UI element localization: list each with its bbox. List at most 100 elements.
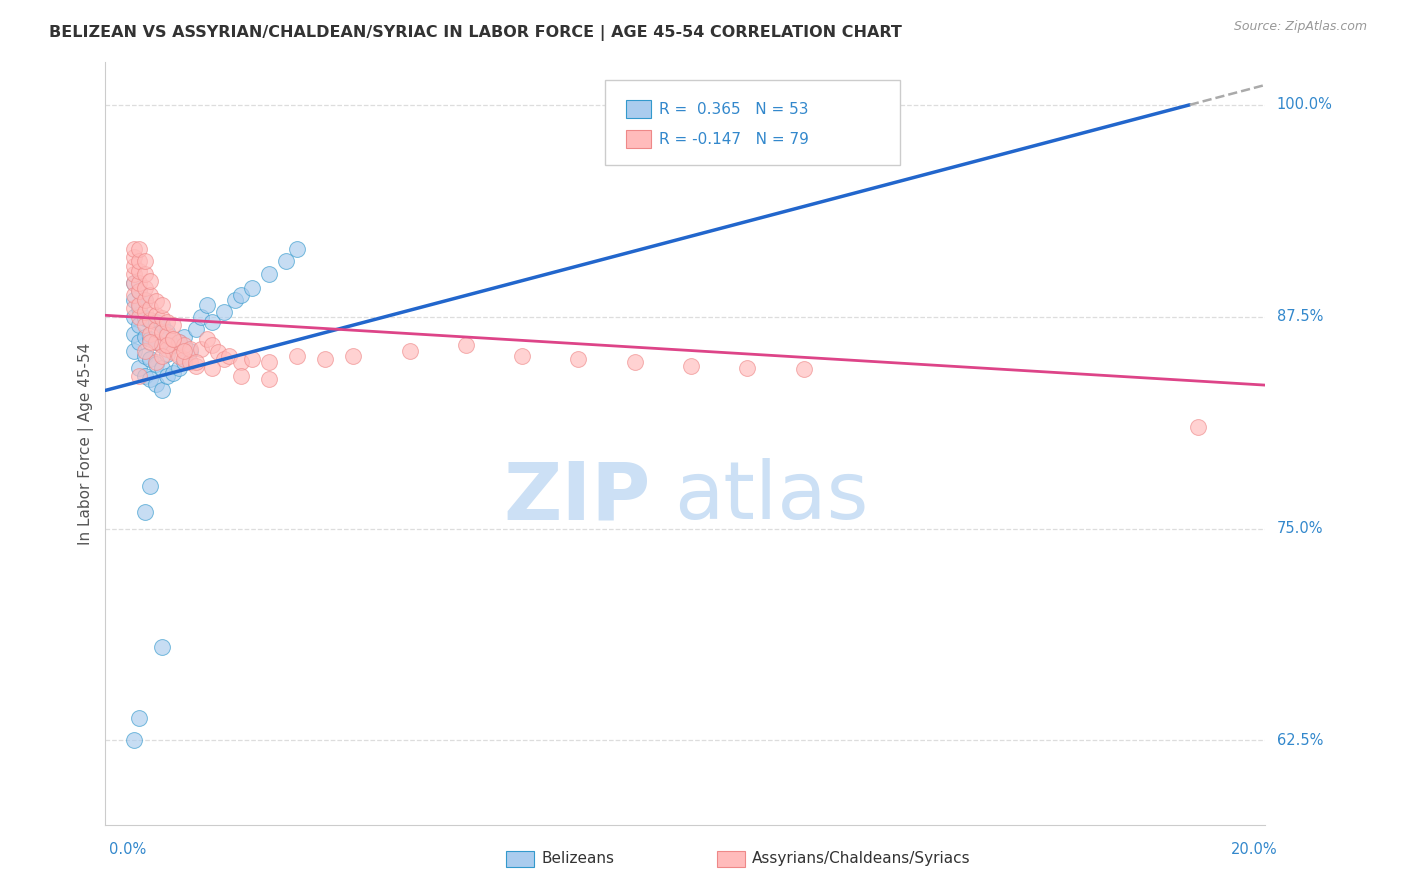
Point — [179, 342, 201, 356]
Text: R =  0.365   N = 53: R = 0.365 N = 53 — [659, 102, 808, 117]
Point — [195, 332, 218, 346]
Point — [122, 293, 145, 307]
Point — [139, 301, 162, 315]
Point — [134, 330, 156, 344]
Text: 20.0%: 20.0% — [1230, 842, 1278, 857]
Point — [150, 338, 173, 352]
Point — [134, 293, 156, 307]
Y-axis label: In Labor Force | Age 45-54: In Labor Force | Age 45-54 — [79, 343, 94, 545]
Point — [128, 711, 150, 725]
Text: 100.0%: 100.0% — [1277, 97, 1333, 112]
Point — [150, 349, 173, 363]
Point — [134, 349, 156, 363]
Point — [162, 332, 184, 346]
Point — [122, 301, 145, 315]
Point — [145, 334, 167, 349]
Point — [342, 349, 364, 363]
Point — [793, 362, 815, 376]
Point — [128, 298, 150, 312]
Point — [145, 294, 167, 309]
Point — [179, 355, 201, 369]
Point — [454, 338, 477, 352]
Point — [139, 372, 162, 386]
Point — [145, 308, 167, 322]
Text: 0.0%: 0.0% — [110, 842, 146, 857]
Point — [184, 321, 207, 335]
Point — [139, 287, 162, 301]
Point — [167, 334, 190, 349]
Point — [145, 355, 167, 369]
Point — [145, 321, 167, 335]
Point — [156, 315, 179, 329]
Point — [162, 332, 184, 346]
Point — [134, 311, 156, 326]
Point — [122, 250, 145, 264]
Point — [139, 332, 162, 346]
Point — [623, 355, 645, 369]
Point — [122, 276, 145, 290]
Point — [173, 330, 195, 344]
Point — [156, 328, 179, 343]
Point — [128, 253, 150, 268]
Point — [128, 369, 150, 384]
Point — [190, 310, 212, 324]
Point — [128, 301, 150, 315]
Point — [134, 343, 156, 358]
Point — [150, 338, 173, 352]
Point — [134, 293, 156, 307]
Point — [150, 318, 173, 332]
Point — [150, 325, 173, 339]
Point — [218, 349, 240, 363]
Point — [167, 349, 190, 363]
Point — [212, 304, 235, 318]
Point — [139, 274, 162, 288]
Point — [184, 355, 207, 369]
Point — [229, 287, 252, 301]
Point — [122, 326, 145, 341]
Point — [195, 298, 218, 312]
Point — [184, 359, 207, 373]
Point — [134, 304, 156, 318]
Point — [201, 360, 224, 375]
Point — [156, 338, 179, 352]
Point — [139, 351, 162, 366]
Text: 62.5%: 62.5% — [1277, 733, 1323, 747]
Point — [128, 264, 150, 278]
Point — [567, 351, 589, 366]
Point — [122, 259, 145, 273]
Point — [122, 242, 145, 256]
Point — [139, 313, 162, 327]
Text: BELIZEAN VS ASSYRIAN/CHALDEAN/SYRIAC IN LABOR FORCE | AGE 45-54 CORRELATION CHAR: BELIZEAN VS ASSYRIAN/CHALDEAN/SYRIAC IN … — [49, 25, 903, 41]
Point — [122, 287, 145, 301]
Point — [128, 284, 150, 298]
Point — [162, 338, 184, 352]
Point — [240, 281, 263, 295]
Point — [257, 355, 280, 369]
Point — [134, 318, 156, 332]
Point — [156, 325, 179, 339]
Point — [156, 369, 179, 384]
Point — [145, 315, 167, 329]
Point — [737, 360, 759, 375]
Point — [156, 347, 179, 361]
Point — [128, 318, 150, 332]
Point — [150, 383, 173, 397]
Point — [145, 377, 167, 392]
Point — [224, 293, 246, 307]
Point — [128, 284, 150, 298]
Point — [145, 334, 167, 349]
Point — [398, 343, 420, 358]
Point — [162, 366, 184, 380]
Point — [150, 360, 173, 375]
Point — [240, 351, 263, 366]
Point — [122, 343, 145, 358]
Point — [173, 338, 195, 352]
Point — [190, 342, 212, 356]
Point — [285, 349, 308, 363]
Point — [207, 345, 229, 359]
Point — [122, 310, 145, 324]
Point — [122, 267, 145, 281]
Point — [122, 276, 145, 290]
Point — [156, 342, 179, 356]
Point — [681, 359, 703, 373]
